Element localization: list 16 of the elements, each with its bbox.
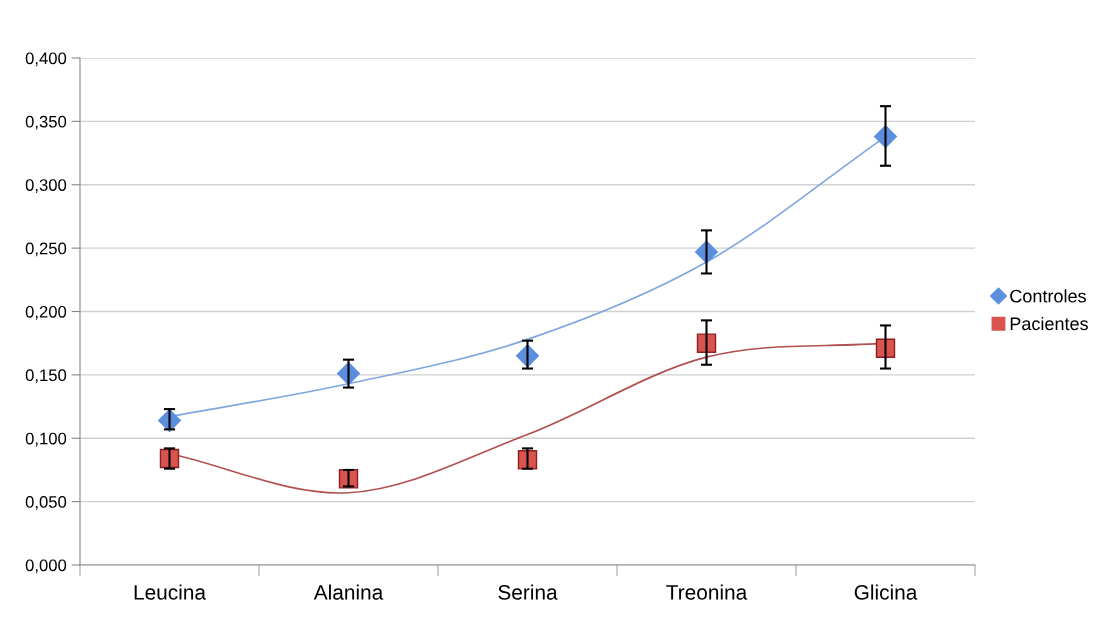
y-tick-label: 0,200 [25, 305, 67, 320]
legend-label: Controles [1010, 289, 1086, 303]
legend-label: Pacientes [1010, 316, 1088, 331]
x-tick-label: Leucina [134, 584, 206, 600]
y-tick-label: 0,100 [25, 432, 67, 447]
y-tick-label: 0,150 [25, 369, 67, 384]
y-tick-label: 0,250 [25, 242, 67, 257]
y-tick-label: 0,400 [25, 52, 67, 67]
x-tick-label: Alanina [313, 584, 384, 600]
x-tick-label: Serina [498, 584, 558, 600]
x-tick-label: Treonina [666, 584, 748, 600]
y-tick-label: 0,000 [25, 559, 67, 574]
y-tick-label: 0,350 [25, 115, 67, 130]
y-tick-label: 0,050 [25, 496, 67, 510]
y-tick-label: 0,300 [25, 179, 67, 193]
x-tick-label: Glicina [854, 584, 918, 600]
